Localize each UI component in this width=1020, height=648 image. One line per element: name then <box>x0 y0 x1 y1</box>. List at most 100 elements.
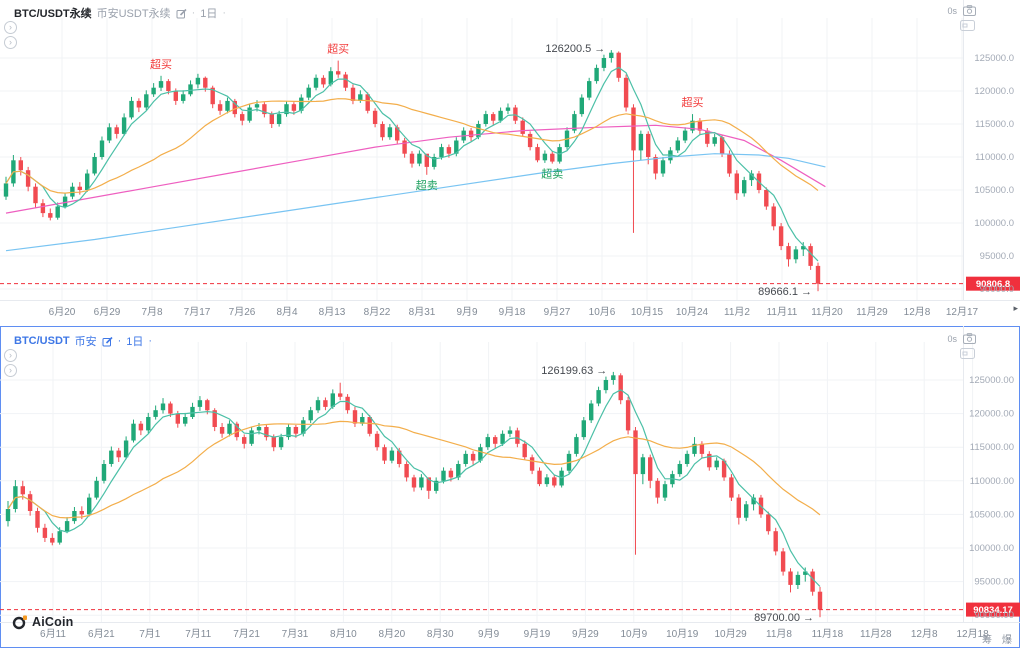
chip-distribution-shortcut[interactable]: 筹 <box>982 635 992 646</box>
screenshot-icon[interactable] <box>963 5 976 16</box>
svg-text:10月15: 10月15 <box>631 306 664 318</box>
svg-text:11月8: 11月8 <box>766 628 792 640</box>
current-price-label: 90834.17 <box>973 605 1013 616</box>
svg-text:11月29: 11月29 <box>856 306 888 318</box>
svg-text:10月9: 10月9 <box>620 628 647 640</box>
chart-legend: BTC/USDT永续 币安USDT永续 · 1日 · <box>14 5 226 21</box>
svg-text:8月31: 8月31 <box>409 306 436 318</box>
separator-dot: · <box>117 335 122 347</box>
time-axis[interactable]: 6月11 6月21 7月1 7月11 7月21 7月31 8月10 8月20 8月30 9月9 9月… <box>40 628 989 640</box>
svg-text:95000.0: 95000.0 <box>980 251 1014 262</box>
gridlines <box>0 0 1020 301</box>
svg-text:90000.0: 90000.0 <box>980 284 1014 295</box>
svg-text:100000.0: 100000.0 <box>974 218 1014 229</box>
scroll-to-latest-arrow[interactable]: ▸ <box>1013 303 1018 313</box>
svg-text:10月6: 10月6 <box>589 306 616 318</box>
svg-text:110000.00: 110000.00 <box>970 476 1014 487</box>
separator-dot: · <box>148 335 153 347</box>
svg-text:125000.00: 125000.00 <box>969 375 1014 386</box>
candlestick-series <box>3 50 821 292</box>
svg-text:120000.0: 120000.0 <box>974 86 1014 97</box>
candlestick-series <box>5 371 823 618</box>
svg-text:11月2: 11月2 <box>724 306 750 318</box>
ma-fast-line <box>7 389 821 587</box>
svg-text:100000.00: 100000.00 <box>969 543 1014 554</box>
svg-text:6月11: 6月11 <box>40 628 66 640</box>
svg-text:8月10: 8月10 <box>330 628 357 640</box>
svg-text:105000.0: 105000.0 <box>974 185 1014 196</box>
svg-text:9月19: 9月19 <box>524 628 551 640</box>
svg-text:90000.00: 90000.00 <box>974 610 1014 621</box>
svg-text:11月11: 11月11 <box>767 306 798 318</box>
interval-label[interactable]: 1日 <box>126 336 144 348</box>
price-axis[interactable]: 125000.0 120000.0 115000.0 110000.0 105000.0… <box>974 53 1014 295</box>
annotation-overbought: 超买 <box>327 42 349 56</box>
ma-fast-line <box>5 66 819 262</box>
annotation-marker: 126200.5 → <box>545 43 605 55</box>
maximize-pane-icon[interactable] <box>960 20 975 31</box>
expand-drawer-button[interactable]: › <box>4 36 17 49</box>
price-chart-canvas[interactable]: 90806.8125000.0120000.0115000.0110000.01… <box>0 0 1020 326</box>
svg-text:7月31: 7月31 <box>282 628 309 640</box>
expand-drawer-button[interactable]: › <box>4 349 17 362</box>
time-axis[interactable]: 6月20 6月29 7月8 7月17 7月26 8月4 8月13 8月22 8月31 9月9 9月1… <box>49 306 979 318</box>
aicoin-logo-text: AiCoin <box>32 615 74 629</box>
current-price-label: 90806.8 <box>976 279 1010 290</box>
edit-icon[interactable] <box>176 8 187 19</box>
ma-mid-line <box>7 420 821 519</box>
ma-mid-line <box>5 98 819 194</box>
svg-text:6月29: 6月29 <box>94 306 121 318</box>
chart-legend: BTC/USDT 币安 · 1日 · <box>14 333 152 349</box>
pane-btcusdt-perpetual: 90806.8 125000.0 120000.0 115000.0 110000.0 1… <box>0 0 1020 326</box>
svg-text:7月17: 7月17 <box>184 306 211 318</box>
drawer-buttons: › › <box>4 21 17 49</box>
exchange-label[interactable]: 币安USDT永续 <box>96 8 171 20</box>
svg-text:10月29: 10月29 <box>714 628 747 640</box>
separator-dot: · <box>222 7 227 19</box>
pane-tools: 0s <box>947 5 976 16</box>
svg-text:7月21: 7月21 <box>233 628 260 640</box>
annotation-marker: 89700.00 → <box>754 612 814 624</box>
svg-text:6月20: 6月20 <box>49 306 76 318</box>
exchange-label[interactable]: 币安 <box>74 336 97 348</box>
svg-text:7月11: 7月11 <box>185 628 211 640</box>
svg-text:8月30: 8月30 <box>427 628 454 640</box>
gridlines <box>0 326 1020 623</box>
aicoin-logo: AiCoin <box>12 614 73 630</box>
svg-text:6月21: 6月21 <box>88 628 115 640</box>
price-chart-canvas[interactable]: 90834.17 125000.00 120000.00 115000.00 11000… <box>0 326 1020 648</box>
svg-text:8月13: 8月13 <box>319 306 346 318</box>
svg-text:125000.0: 125000.0 <box>974 53 1014 64</box>
expand-drawer-button[interactable]: › <box>4 21 17 34</box>
svg-text:12月18: 12月18 <box>956 628 989 640</box>
edit-icon[interactable] <box>102 336 113 347</box>
annotation-oversold: 超卖 <box>416 178 438 192</box>
svg-text:8月22: 8月22 <box>364 306 391 318</box>
separator-dot: · <box>191 7 196 19</box>
aicoin-logo-icon <box>12 615 27 630</box>
annotation-overbought: 超买 <box>150 57 172 71</box>
maximize-pane-icon[interactable] <box>960 348 975 359</box>
annotation-marker: 126199.63 → <box>541 365 607 377</box>
svg-text:110000.0: 110000.0 <box>975 152 1014 163</box>
svg-text:9月9: 9月9 <box>478 628 500 640</box>
svg-text:120000.00: 120000.00 <box>969 409 1014 420</box>
liquidation-shortcut[interactable]: 爆 <box>1002 635 1012 646</box>
interval-label[interactable]: 1日 <box>200 8 218 20</box>
refresh-countdown: 0s <box>947 333 957 344</box>
price-axis[interactable]: 125000.00 120000.00 115000.00 110000.00 1050… <box>969 375 1014 621</box>
screenshot-icon[interactable] <box>963 333 976 344</box>
svg-text:12月17: 12月17 <box>946 306 979 318</box>
svg-text:9月9: 9月9 <box>456 306 478 318</box>
svg-text:95000.00: 95000.00 <box>974 577 1014 588</box>
svg-text:11月20: 11月20 <box>811 306 843 318</box>
symbol-title[interactable]: BTC/USDT永续 <box>14 8 92 20</box>
expand-drawer-button[interactable]: › <box>4 364 17 377</box>
svg-text:12月8: 12月8 <box>904 306 931 318</box>
pane-tools: 0s <box>947 333 976 344</box>
symbol-title[interactable]: BTC/USDT <box>14 335 70 347</box>
svg-text:9月18: 9月18 <box>499 306 526 318</box>
ma-slow-line <box>5 124 826 214</box>
svg-text:105000.00: 105000.00 <box>969 509 1014 520</box>
